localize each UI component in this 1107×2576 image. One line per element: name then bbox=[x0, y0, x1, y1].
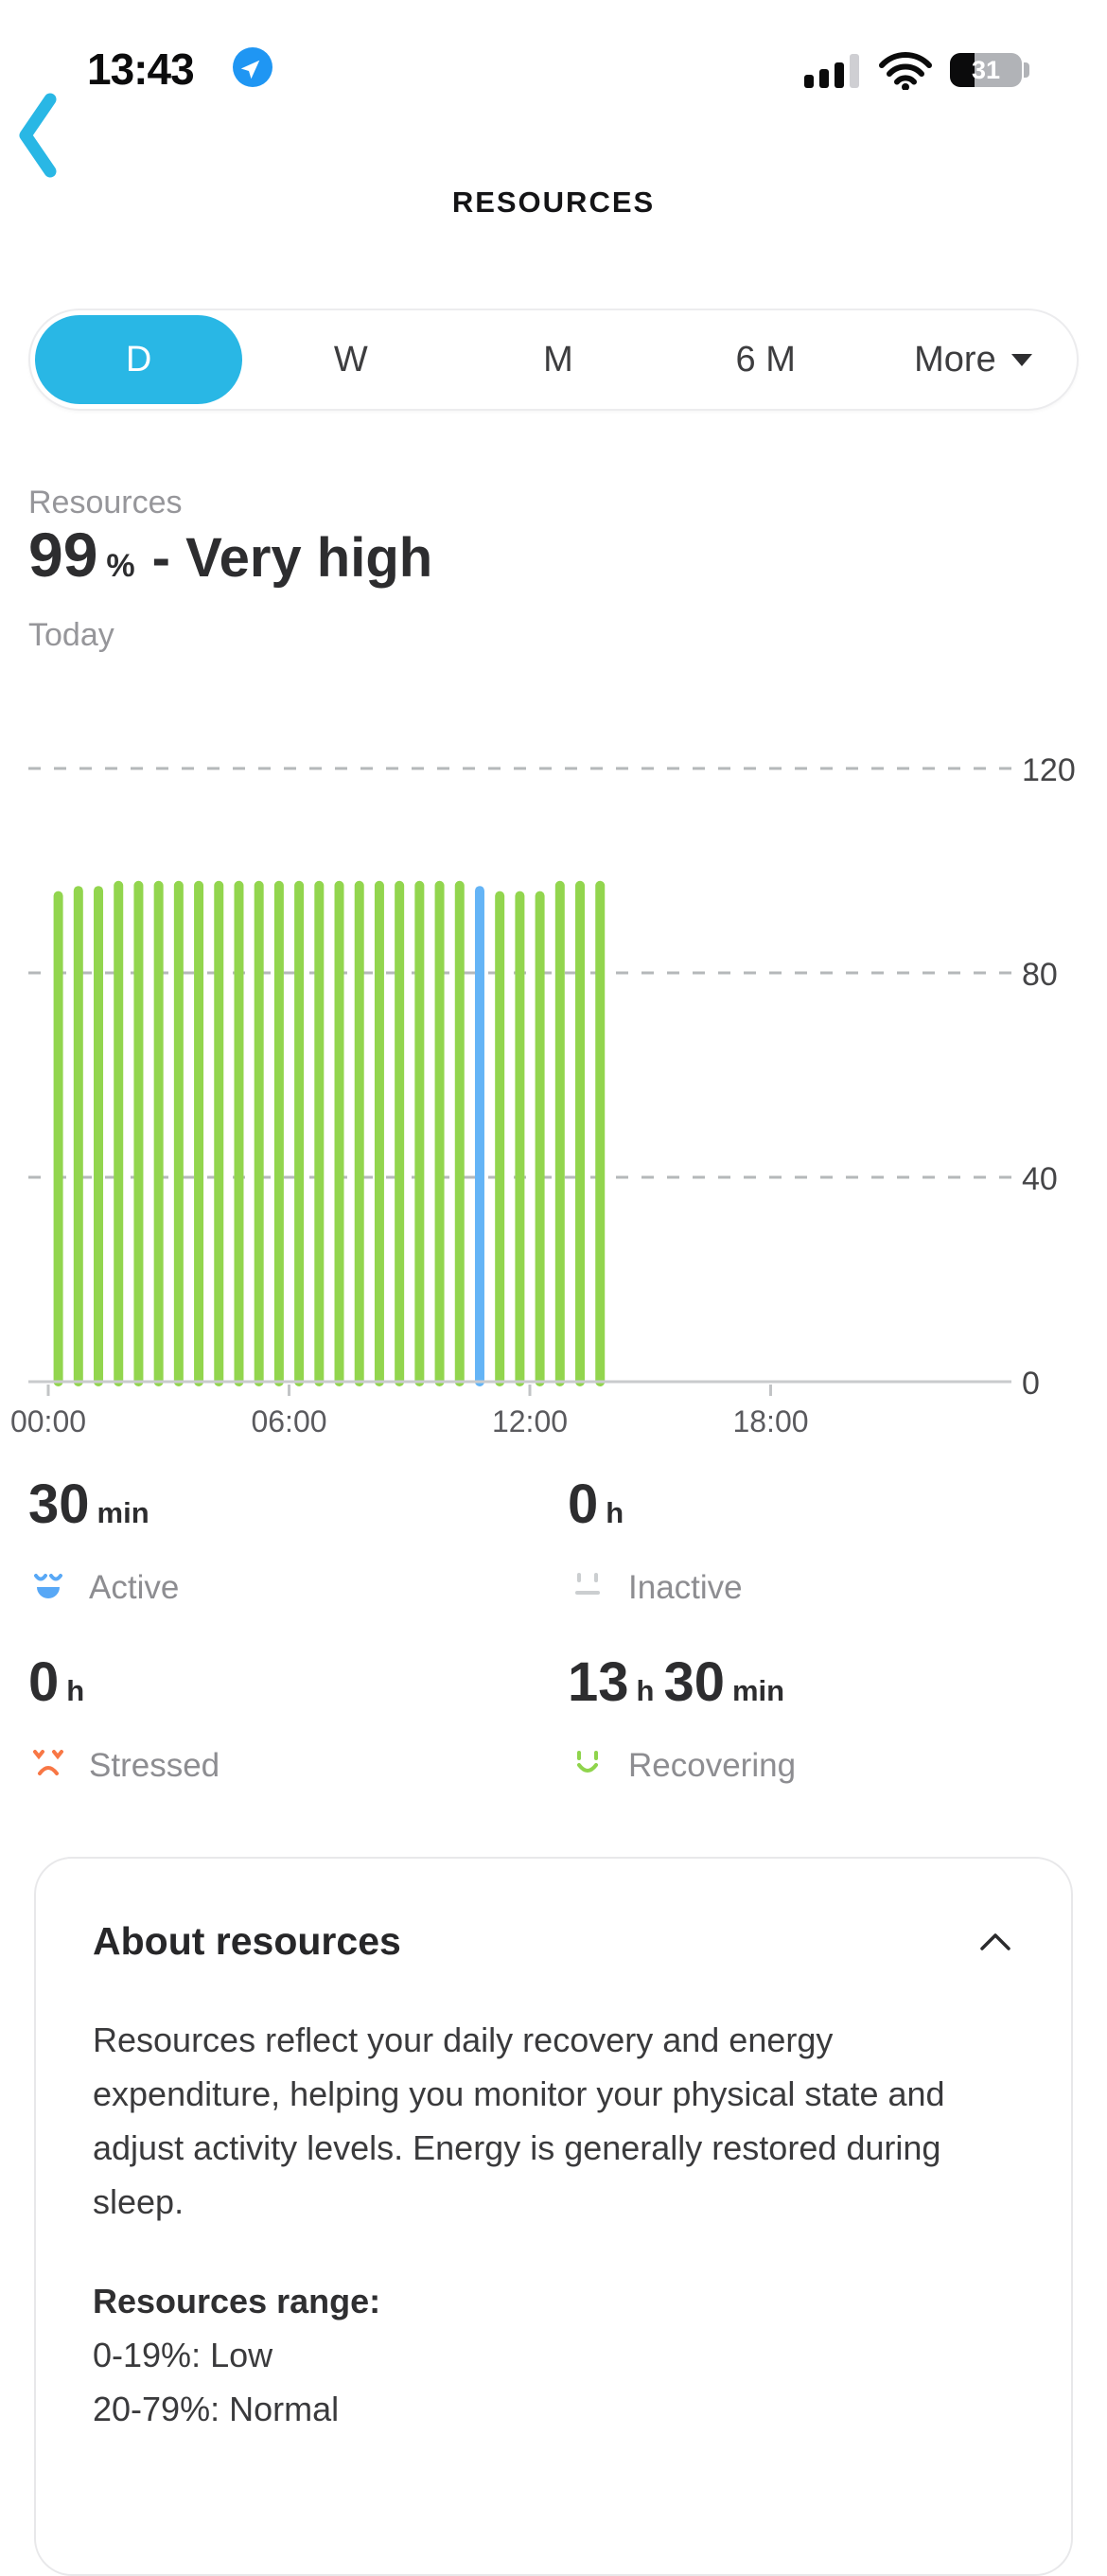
frown-face-icon bbox=[33, 1750, 63, 1775]
tab-six-month[interactable]: 6 M bbox=[662, 310, 870, 409]
battery-cap bbox=[1024, 62, 1029, 78]
stat-inactive-label: Inactive bbox=[628, 1569, 743, 1606]
back-button[interactable] bbox=[6, 83, 72, 187]
tab-more-label: More bbox=[914, 339, 996, 379]
chevron-left-icon bbox=[19, 93, 57, 178]
resources-range-heading: Resources range: bbox=[93, 2282, 381, 2320]
stat-stressed-label: Stressed bbox=[89, 1747, 220, 1784]
stat-recovering: 13 h 30 min Recovering bbox=[568, 1650, 1079, 1786]
stat-inactive-number: 0 bbox=[568, 1473, 599, 1535]
resources-bar-chart[interactable]: 120 80 40 0 00:00 06:00 12:00 18:00 bbox=[0, 748, 1107, 1453]
stat-recovering-minutes-unit: min bbox=[731, 1674, 785, 1707]
metric-period: Today bbox=[28, 617, 114, 653]
stat-stressed-number: 0 bbox=[28, 1651, 60, 1713]
stat-active: 30 min Active bbox=[28, 1473, 539, 1608]
x-axis-label: 12:00 bbox=[491, 1404, 569, 1438]
y-axis-label: 0 bbox=[1022, 1366, 1040, 1402]
cellular-signal-icon bbox=[804, 54, 859, 88]
about-toggle[interactable]: About resources bbox=[93, 1919, 1014, 1964]
stat-inactive-value: 0 h bbox=[568, 1473, 1079, 1536]
battery-indicator: 31 bbox=[950, 53, 1022, 87]
about-resources-card: About resources Resources reflect your d… bbox=[34, 1857, 1073, 2576]
stat-inactive: 0 h Inactive bbox=[568, 1473, 1079, 1608]
metric-value-number: 99 bbox=[28, 520, 98, 590]
metric-level: - Very high bbox=[151, 527, 433, 589]
chevron-up-icon bbox=[980, 1932, 1010, 1950]
metric-value: 99 % - Very high bbox=[28, 519, 432, 591]
metric-percent-sign: % bbox=[106, 548, 135, 584]
battery-fill bbox=[950, 53, 975, 87]
tab-week-label: W bbox=[333, 339, 368, 379]
y-axis-label: 120 bbox=[1022, 752, 1076, 788]
stat-recovering-minutes: 30 bbox=[663, 1651, 725, 1713]
tab-more[interactable]: More bbox=[870, 310, 1077, 409]
x-axis-label: 00:00 bbox=[9, 1404, 87, 1438]
y-axis-label: 80 bbox=[1022, 957, 1058, 993]
neutral-face-icon bbox=[575, 1573, 600, 1595]
x-axis-label: 18:00 bbox=[732, 1404, 809, 1438]
metric-name: Resources bbox=[28, 485, 183, 520]
stat-recovering-hours: 13 bbox=[568, 1651, 629, 1713]
tab-day-label: D bbox=[125, 339, 152, 379]
tab-week[interactable]: W bbox=[247, 310, 454, 409]
stat-active-value: 30 min bbox=[28, 1473, 539, 1536]
x-axis-label: 06:00 bbox=[251, 1404, 327, 1438]
wifi-icon bbox=[879, 52, 932, 90]
about-title: About resources bbox=[93, 1919, 401, 1963]
battery-percent: 31 bbox=[971, 55, 1001, 84]
stat-inactive-unit: h bbox=[606, 1496, 624, 1529]
stat-active-label: Active bbox=[89, 1569, 180, 1606]
stat-stressed: 0 h Stressed bbox=[28, 1650, 539, 1786]
stat-stressed-value: 0 h bbox=[28, 1650, 539, 1714]
stat-recovering-value: 13 h 30 min bbox=[568, 1650, 1079, 1714]
smile-face-icon bbox=[577, 1751, 598, 1773]
tab-day[interactable]: D bbox=[35, 315, 243, 404]
stat-recovering-label: Recovering bbox=[628, 1747, 797, 1784]
about-body-text: Resources reflect your daily recovery an… bbox=[93, 2020, 945, 2221]
stat-active-number: 30 bbox=[28, 1473, 90, 1535]
tab-month[interactable]: M bbox=[454, 310, 661, 409]
range-selector: D W M 6 M More bbox=[28, 309, 1079, 411]
chevron-down-icon bbox=[1010, 353, 1032, 366]
navigation-arrow-icon bbox=[240, 60, 260, 79]
page-title: RESOURCES bbox=[451, 185, 656, 219]
status-time: 13:43 bbox=[87, 44, 195, 94]
tab-six-month-label: 6 M bbox=[735, 339, 796, 379]
stat-active-unit: min bbox=[97, 1496, 149, 1529]
tab-month-label: M bbox=[543, 339, 573, 379]
stat-stressed-unit: h bbox=[66, 1674, 85, 1707]
chart-plot-area[interactable] bbox=[28, 767, 1079, 1404]
happy-face-icon bbox=[34, 1574, 62, 1598]
resources-range-normal: 20-79%: Normal bbox=[93, 2390, 340, 2428]
resources-range-low: 0-19%: Low bbox=[93, 2336, 273, 2374]
location-services-icon bbox=[233, 47, 272, 87]
y-axis-label: 40 bbox=[1022, 1161, 1058, 1197]
stat-recovering-hours-unit: h bbox=[636, 1674, 655, 1707]
